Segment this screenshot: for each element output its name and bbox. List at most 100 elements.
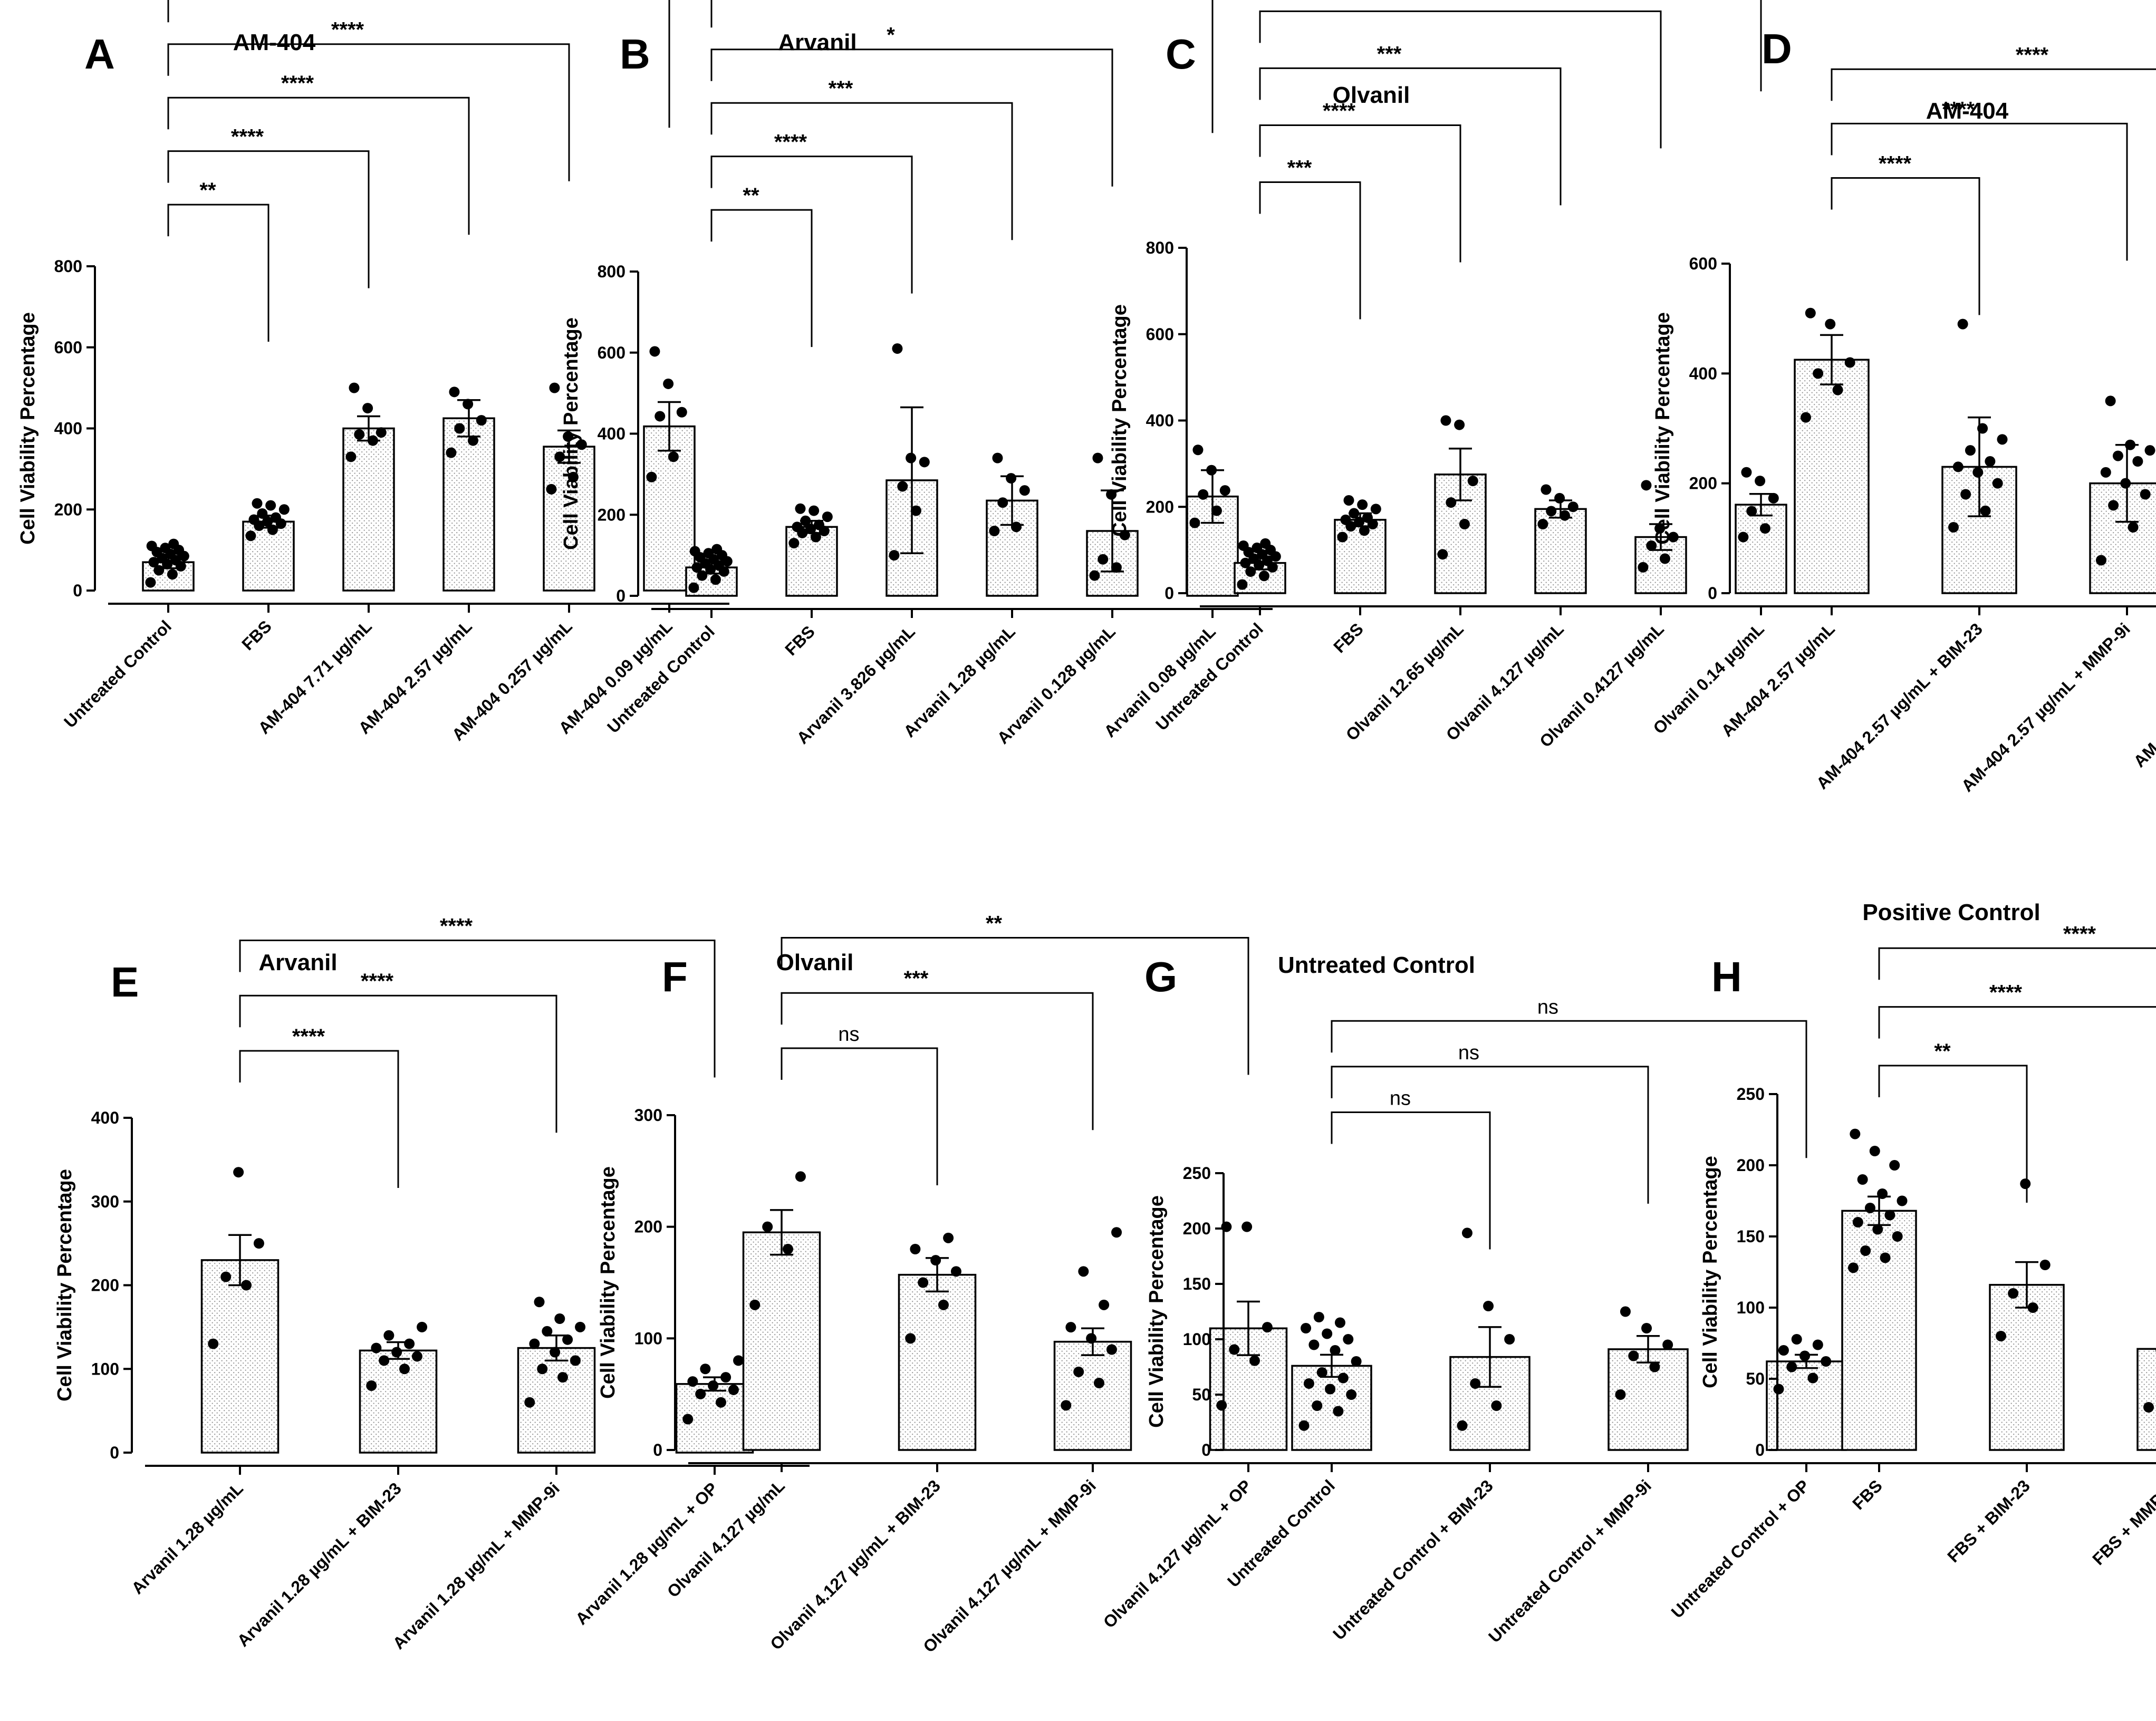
panel-a-data-point (345, 451, 357, 462)
panel-b-title: Arvanil (778, 30, 856, 55)
panel-b-data-point (697, 570, 708, 581)
panel-c-data-point (1237, 579, 1248, 590)
panel-b-significance-label: **** (774, 131, 807, 154)
panel-b-data-point (1189, 517, 1200, 528)
panel-d-y-axis-label: Cell Viability Percentage (1652, 312, 1674, 545)
panel-c-significance-label: **** (1323, 99, 1356, 122)
panel-f-data-point (1106, 1344, 1117, 1355)
panel-g-data-point (1641, 1323, 1652, 1333)
panel-a-data-point (554, 451, 565, 462)
panel-f-data-point (1086, 1333, 1097, 1344)
panel-a-significance-label: **** (231, 125, 264, 149)
panel-c-data-point (1638, 562, 1649, 573)
panel-a-data-point (654, 411, 666, 422)
panel-f-data-point (1241, 1221, 1253, 1232)
panel-e-data-point (534, 1297, 545, 1308)
panel-e-data-point (557, 1372, 568, 1383)
panel-b-data-point (1010, 521, 1022, 533)
panel-a-data-point (362, 403, 373, 414)
panel-b-y-tick-label: 200 (598, 505, 625, 524)
panel-c-data-point (1437, 549, 1448, 560)
panel-c-data-point (1354, 516, 1365, 527)
panel-d-data-point (1805, 307, 1816, 318)
panel-f-y-tick-label: 0 (653, 1440, 662, 1459)
panel-e-data-point (379, 1355, 390, 1366)
panel-f-bar (1053, 1340, 1132, 1451)
panel-f-data-point (930, 1255, 941, 1266)
panel-g-bar (1291, 1365, 1372, 1451)
panel-d-significance-bracket (1831, 122, 2128, 261)
panel-a-data-point (546, 484, 557, 495)
panel-a-data-point (248, 514, 259, 525)
panel-h-data-point (1857, 1174, 1868, 1185)
panel-g-data-point (1330, 1345, 1341, 1356)
panel-b-data-point (906, 452, 917, 463)
panel-g-data-point (1807, 1372, 1818, 1384)
panel-f-significance-label: ns (838, 1023, 859, 1046)
panel-d-data-point (1992, 478, 2003, 489)
panel-d-data-point (1965, 445, 1976, 456)
panel-h-data-point (1864, 1203, 1875, 1213)
panel-c-data-point (1260, 538, 1271, 549)
panel-c-data-point (1659, 553, 1670, 564)
panel-f: F Olvanil Cell Viability Percentage 0 100 200… (597, 912, 1342, 1656)
panel-e-significance-bracket (239, 939, 716, 1078)
panel-b-data-point (710, 574, 721, 585)
panel-d-data-point (1948, 522, 1959, 533)
panel-c-data-point (1240, 557, 1251, 568)
panel-a-bar (442, 417, 495, 592)
panel-f-y-tick-label: 300 (634, 1106, 662, 1125)
panel-a-data-point (354, 429, 365, 440)
panel-d-bar (1794, 359, 1870, 594)
panel-d-y-tick-label: 400 (1689, 364, 1717, 383)
panel-g-y-axis-label: Cell Viability Percentage (1146, 1195, 1168, 1428)
panel-a-data-point (676, 407, 687, 418)
panel-f-significance-bracket (781, 1047, 938, 1185)
panel-g-data-point (1351, 1356, 1362, 1367)
panel-g-data-point (1346, 1389, 1357, 1400)
panel-e-data-point (700, 1364, 711, 1375)
panel-b-data-point (822, 511, 833, 523)
panel-e-data-point (524, 1397, 535, 1408)
panel-a-data-point (646, 471, 657, 482)
panel-a-title: AM-404 (233, 30, 316, 55)
panel-d-data-point (2125, 439, 2136, 450)
panel-g-data-point (1773, 1384, 1784, 1395)
panel-b-data-point (691, 562, 702, 573)
panel-e-data-point (366, 1380, 377, 1391)
panel-a-data-point (467, 435, 478, 446)
panel-g-data-point (1628, 1350, 1639, 1361)
panel-d-data-point (2132, 456, 2143, 467)
panel-c-significance-bracket (1259, 124, 1461, 263)
panel-a-category-label: AM-404 7.71 µg/mL (254, 616, 376, 738)
panel-e-data-point (240, 1280, 252, 1291)
panel-c-data-point (1362, 512, 1373, 523)
panel-h-data-point (1852, 1217, 1863, 1227)
panel-e-y-axis-label: Cell Viability Percentage (54, 1169, 76, 1401)
panel-h-data-point (1877, 1188, 1888, 1199)
panel-d-significance-label: **** (1942, 98, 1975, 121)
panel-a-data-point (463, 399, 474, 410)
panel-a-data-point (549, 382, 560, 393)
panel-f-data-point (1099, 1299, 1110, 1310)
panel-c-data-point (1668, 531, 1679, 543)
panel-g-data-point (1303, 1378, 1314, 1389)
panel-a-data-point (265, 500, 276, 511)
panel-b-data-point (1198, 489, 1209, 500)
panel-a-data-point (668, 451, 679, 462)
panel-g-significance-label: ns (1458, 1042, 1479, 1064)
panel-e-y-tick-label: 300 (91, 1192, 119, 1211)
panel-d-data-point (1960, 489, 1971, 500)
panel-a-y-tick-label: 200 (54, 500, 82, 519)
panel-b-data-point (813, 519, 824, 530)
panel-a-data-point (148, 557, 159, 568)
panel-e-data-point (529, 1338, 540, 1349)
panel-e-y-tick-label: 400 (91, 1108, 119, 1127)
panel-a-data-point (576, 439, 587, 450)
panel-b-letter: B (620, 31, 650, 78)
panel-e-title: Arvanil (258, 950, 337, 975)
panel-b-data-point (808, 505, 820, 516)
panel-d-data-point (2108, 500, 2119, 511)
panel-c-data-point (1370, 504, 1381, 515)
